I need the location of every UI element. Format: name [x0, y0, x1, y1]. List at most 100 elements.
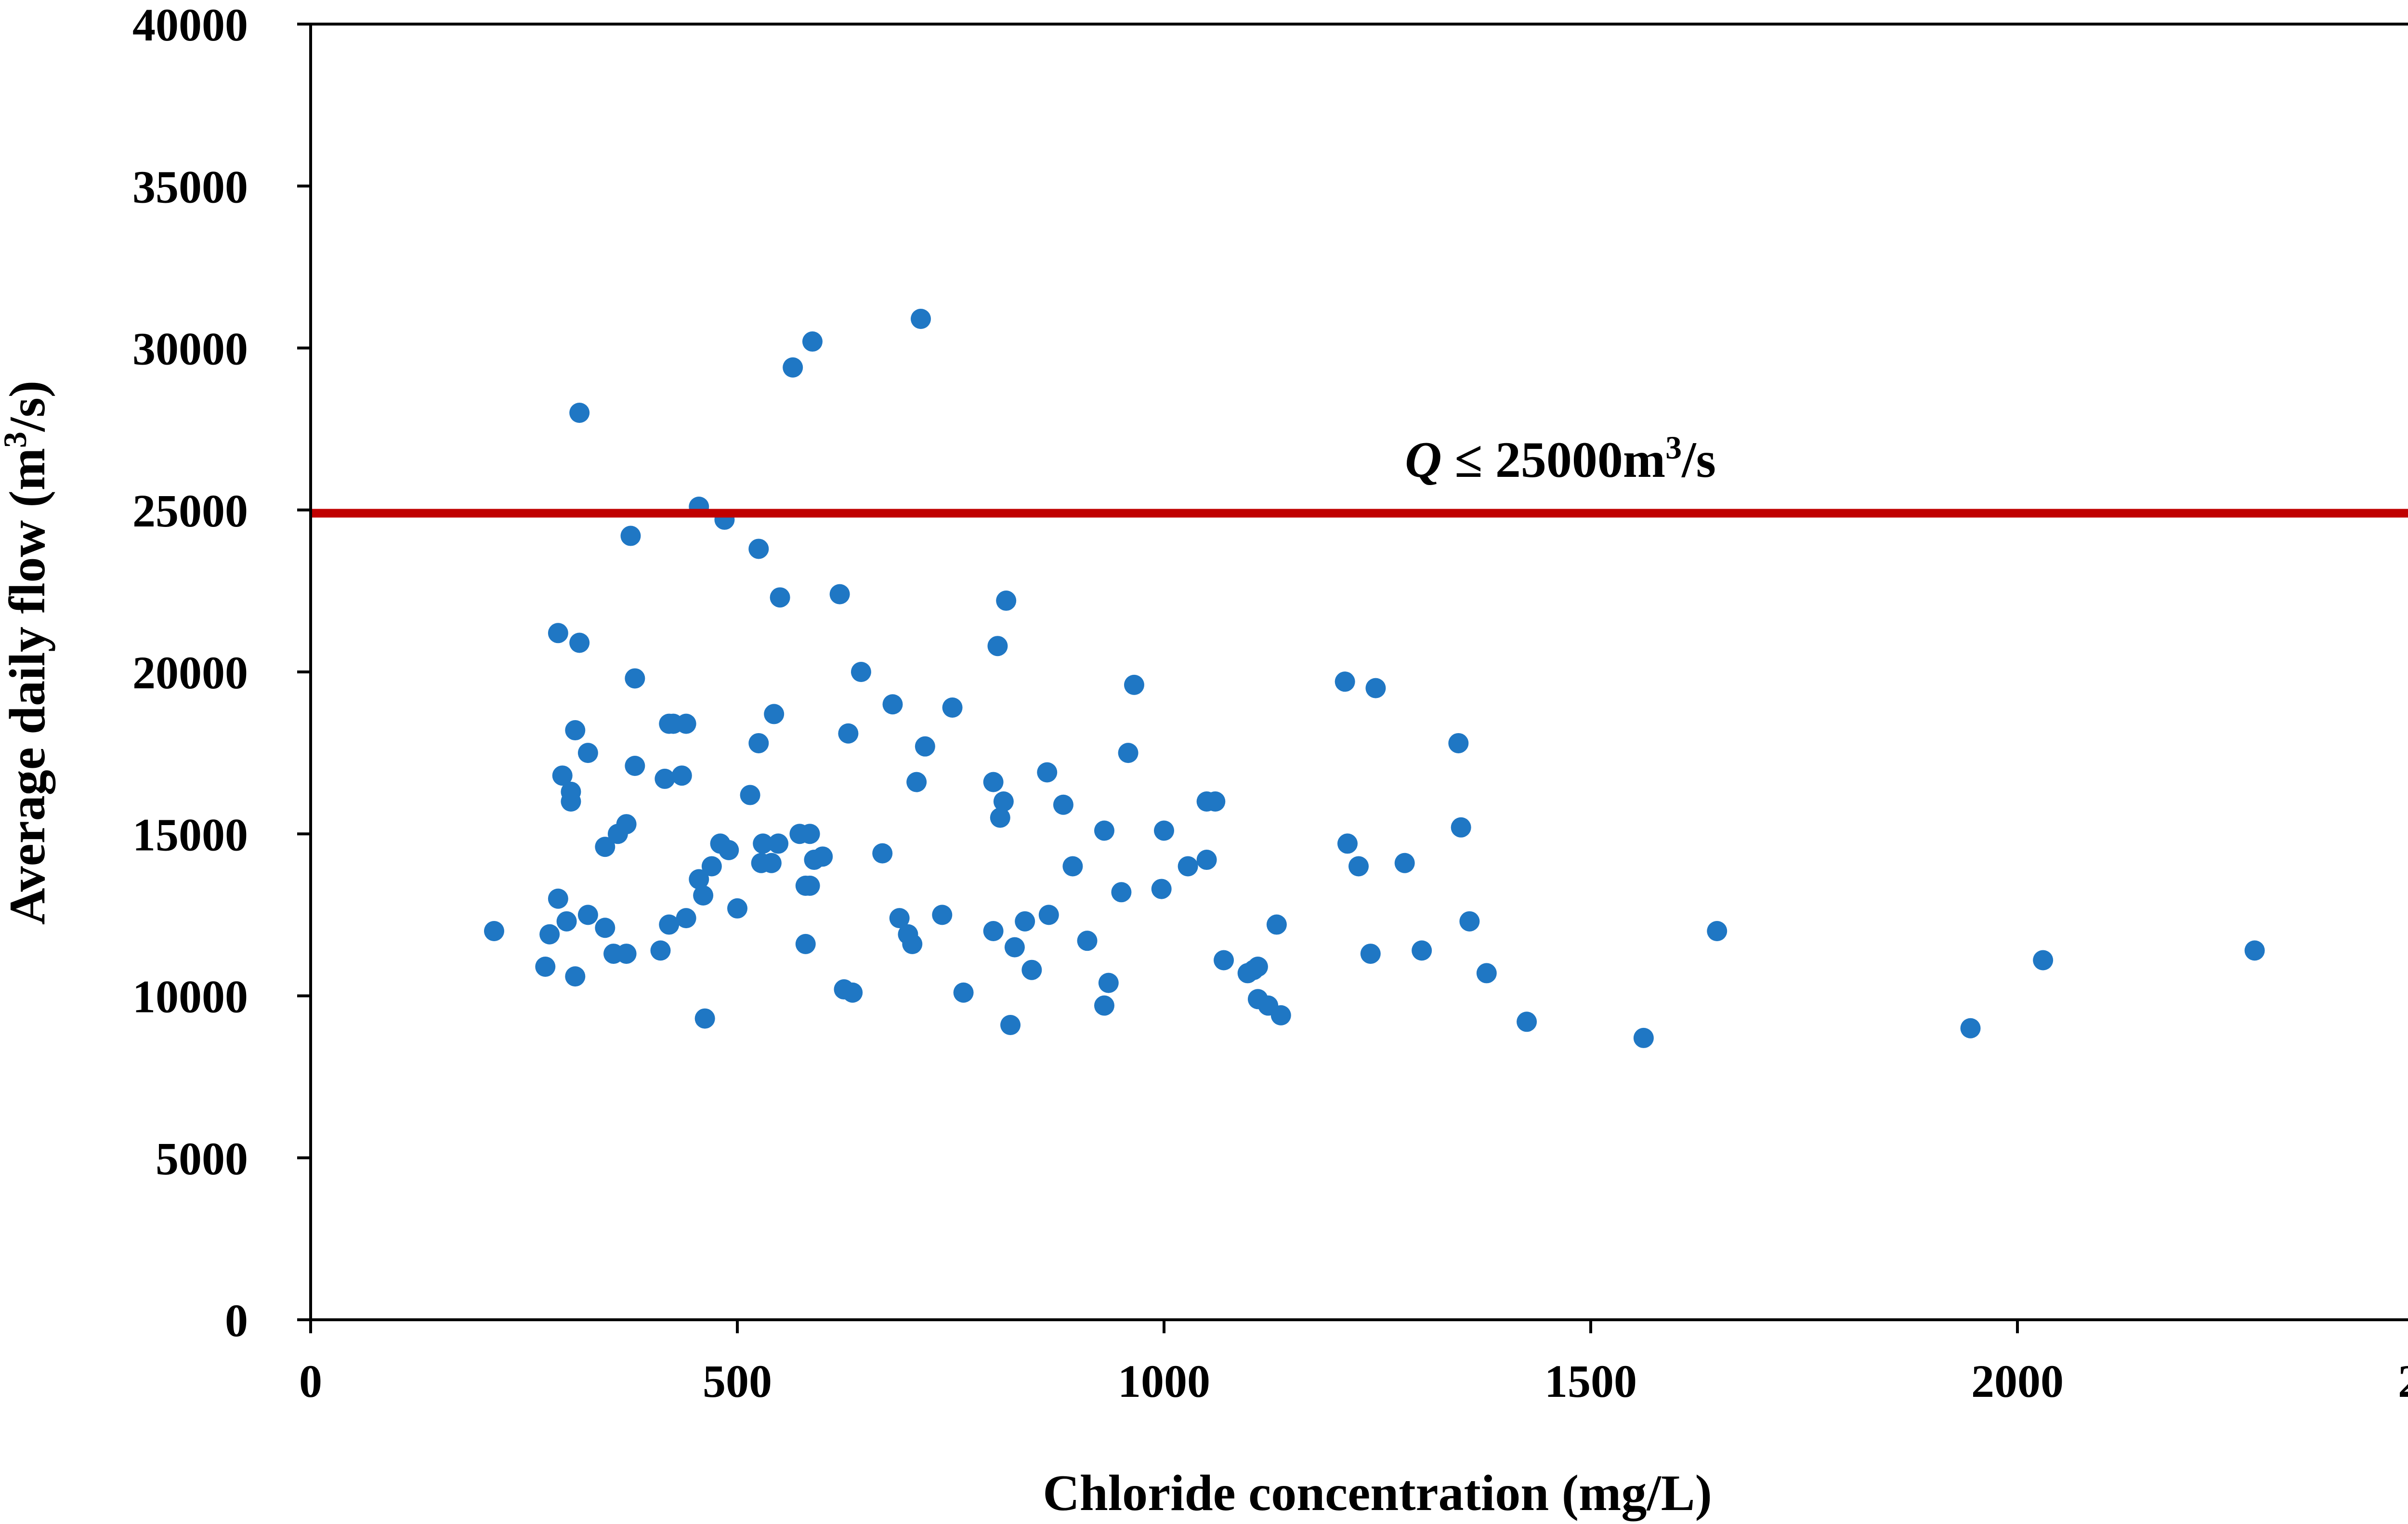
y-tick-label: 30000: [132, 323, 248, 375]
data-point: [671, 765, 692, 786]
data-point: [1196, 850, 1217, 870]
data-point: [2033, 950, 2054, 971]
data-point: [565, 966, 586, 987]
data-point: [1451, 817, 1471, 838]
data-point: [753, 833, 773, 854]
data-point: [595, 837, 615, 857]
x-tick-label: 500: [703, 1355, 772, 1407]
data-point: [902, 933, 923, 954]
data-point: [983, 921, 1004, 941]
data-point: [1111, 882, 1132, 903]
x-axis-ticks: 0 500 1000 1500 2000 2500: [299, 1320, 2408, 1407]
data-point: [953, 982, 974, 1003]
data-point: [910, 308, 931, 329]
data-point: [625, 756, 645, 776]
data-point: [1335, 671, 1355, 692]
data-point: [689, 869, 709, 890]
y-tick-label: 5000: [156, 1133, 248, 1184]
y-axis-ticks: 0 5000 10000 15000 20000 25000 30000 35000 40000: [132, 0, 311, 1346]
data-point: [990, 807, 1010, 828]
threshold-label: Q ≤ 25000m3/s: [1405, 429, 1716, 488]
data-point: [770, 587, 790, 608]
data-point: [996, 591, 1017, 611]
data-point: [1205, 791, 1226, 812]
data-point: [829, 584, 850, 604]
data-point: [795, 933, 816, 954]
data-points: [484, 308, 2265, 1048]
data-point: [1270, 1005, 1291, 1025]
data-point: [1517, 1012, 1537, 1032]
data-point: [1000, 1015, 1021, 1036]
data-point: [616, 814, 637, 835]
data-point: [799, 824, 820, 844]
y-axis-title-superscript: 3: [0, 432, 33, 448]
y-axis-title-main: Average daily flow (m: [0, 448, 55, 925]
data-point: [1214, 950, 1234, 971]
data-point: [569, 632, 590, 653]
data-point: [595, 918, 615, 938]
threshold-label-unit: /s: [1681, 432, 1716, 488]
data-point: [694, 1008, 715, 1029]
data-point: [2244, 940, 2265, 961]
data-point: [748, 733, 769, 753]
data-point: [983, 772, 1004, 792]
data-point: [1004, 937, 1025, 958]
data-point: [552, 765, 573, 786]
data-point: [812, 846, 833, 867]
y-tick-label: 15000: [132, 809, 248, 860]
data-point: [1124, 674, 1144, 695]
data-point: [1365, 678, 1386, 698]
y-tick-label: 10000: [132, 971, 248, 1023]
y-axis-title: Average daily flow (m3/s): [0, 381, 55, 925]
data-point: [577, 905, 598, 925]
data-point: [1053, 794, 1073, 815]
data-point: [889, 908, 910, 929]
data-point: [676, 908, 696, 929]
x-tick-label: 1000: [1118, 1355, 1210, 1407]
data-point: [620, 526, 641, 546]
data-point: [548, 888, 568, 909]
data-point: [556, 911, 577, 932]
data-point: [1178, 856, 1198, 877]
y-tick-label: 0: [225, 1295, 248, 1346]
data-point: [1094, 820, 1114, 841]
y-tick-label: 25000: [132, 485, 248, 537]
data-point: [1021, 959, 1042, 980]
data-point: [1266, 914, 1287, 935]
data-point: [727, 898, 747, 919]
data-point: [1348, 856, 1369, 877]
data-point: [842, 982, 863, 1003]
x-axis-title: Chloride concentration (mg/L): [1043, 1465, 1712, 1521]
data-point: [719, 840, 739, 860]
data-point: [799, 875, 820, 896]
x-tick-label: 2000: [1971, 1355, 2064, 1407]
data-point: [1094, 995, 1114, 1016]
threshold-label-superscript: 3: [1665, 429, 1682, 466]
data-point: [1247, 956, 1268, 977]
data-point: [650, 940, 671, 961]
data-point: [1960, 1018, 1981, 1038]
data-point: [768, 833, 789, 854]
data-point: [1337, 833, 1358, 854]
y-tick-label: 35000: [132, 161, 248, 212]
data-point: [993, 791, 1014, 812]
data-point: [548, 623, 568, 644]
threshold-label-q: Q: [1405, 432, 1442, 488]
data-point: [761, 853, 782, 873]
data-point: [1476, 963, 1497, 984]
data-point: [851, 662, 871, 682]
y-axis-title-unit: /s): [0, 381, 55, 433]
data-point: [577, 743, 598, 763]
data-point: [1062, 856, 1083, 877]
y-tick-label: 40000: [132, 0, 248, 51]
data-point: [1118, 743, 1139, 763]
data-point: [1459, 911, 1480, 932]
data-point: [1707, 921, 1727, 941]
data-point: [1154, 820, 1174, 841]
data-point: [1015, 911, 1035, 932]
data-point: [1077, 931, 1098, 951]
data-point: [1098, 972, 1119, 993]
data-point: [802, 331, 823, 352]
data-point: [1448, 733, 1469, 753]
data-point: [915, 736, 935, 757]
